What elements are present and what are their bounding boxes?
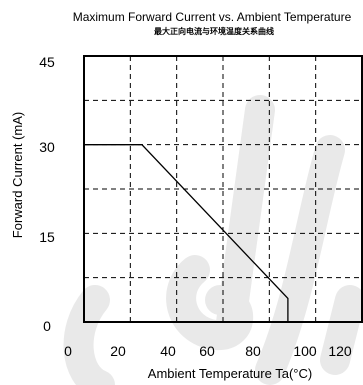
x-axis-label: Ambient Temperature Ta(°C) <box>148 366 312 381</box>
grid-lines <box>84 56 362 322</box>
x-tick-label: 20 <box>110 343 126 359</box>
chart-subtitle: 最大正向电流与环境温度关系曲线 <box>154 26 274 36</box>
x-tick-label: 40 <box>160 343 176 359</box>
x-tick-labels: 0 20 40 60 80 100 120 <box>64 343 352 359</box>
x-tick-label: 100 <box>293 343 317 359</box>
y-tick-labels: 0 15 30 45 <box>39 54 55 334</box>
x-tick-label: 60 <box>199 343 215 359</box>
series-line <box>84 144 289 322</box>
watermark <box>63 95 363 385</box>
y-tick-label: 45 <box>39 54 55 70</box>
y-axis-label: Forward Current (mA) <box>10 112 25 238</box>
y-tick-label: 15 <box>39 229 55 245</box>
plot-frame <box>83 55 363 323</box>
chart-title: Maximum Forward Current vs. Ambient Temp… <box>73 10 352 24</box>
y-tick-label: 30 <box>39 139 55 155</box>
x-tick-label: 80 <box>245 343 261 359</box>
x-tick-label: 120 <box>328 343 352 359</box>
x-tick-label: 0 <box>64 343 72 359</box>
y-tick-label: 0 <box>43 318 51 334</box>
